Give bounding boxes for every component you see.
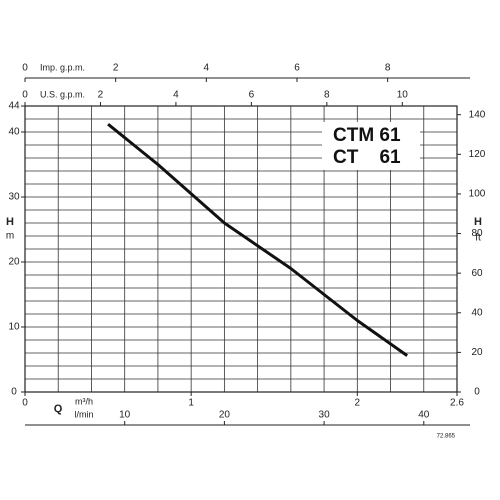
x-tick-label: 1 [188,398,194,409]
axis-tick-label: 10 [397,90,409,101]
y-tick-label: 20 [8,257,20,268]
y2-tick-label: 100 [469,189,486,200]
x-unit: m³/h [75,396,93,406]
y2-tick-label: 140 [469,109,486,120]
axis-name: Imp. g.p.m. [40,62,85,72]
y-tick-label: 40 [8,127,20,138]
axis-name: l/min [74,409,93,419]
axis-tick-label: 8 [324,90,330,101]
axis-tick-label: 20 [219,410,231,421]
axis-tick-label: 0 [22,63,28,74]
y-tick-label: 10 [8,322,20,333]
axis-tick-label: 6 [294,63,300,74]
axis-tick-label: 2 [113,63,119,74]
x-label: Q [54,403,63,415]
axis-tick-label: 4 [173,90,179,101]
axis-tick-label: 2 [98,90,104,101]
y-tick-label: 0 [11,387,17,398]
axis-tick-label: 6 [249,90,255,101]
note: 72.865 [437,434,456,440]
annotation: CTM 61 [333,125,401,146]
axis-tick-label: 4 [204,63,210,74]
annotation-box [322,122,420,170]
axis-tick-label: 40 [418,410,430,421]
y2-label: H [474,216,482,228]
y2-unit: ft [475,233,481,244]
plot-frame [24,105,458,393]
x-tick-label: 0 [22,398,28,409]
axis-tick-label: 8 [385,63,391,74]
y-tick-label: 30 [8,192,20,203]
x-tick-label: 2.6 [450,398,464,409]
axis-name: U.S. g.p.m. [40,89,85,99]
y2-tick-label: 80 [471,228,483,239]
y2-tick-label: 40 [471,307,483,318]
y-unit: m [6,231,14,242]
y2-tick-label: 60 [471,268,483,279]
axis-tick-label: 30 [319,410,331,421]
y2-tick-label: 0 [474,387,480,398]
y-tick-label: 44 [8,101,20,112]
axis-tick-label: 10 [119,410,131,421]
axis-tick-label: 0 [22,90,28,101]
y2-tick-label: 120 [469,149,486,160]
pump-curve [107,123,409,357]
x-tick-label: 2 [355,398,361,409]
y2-tick-label: 20 [471,347,483,358]
annotation: CT 61 [333,147,401,168]
y-label: H [6,216,14,228]
